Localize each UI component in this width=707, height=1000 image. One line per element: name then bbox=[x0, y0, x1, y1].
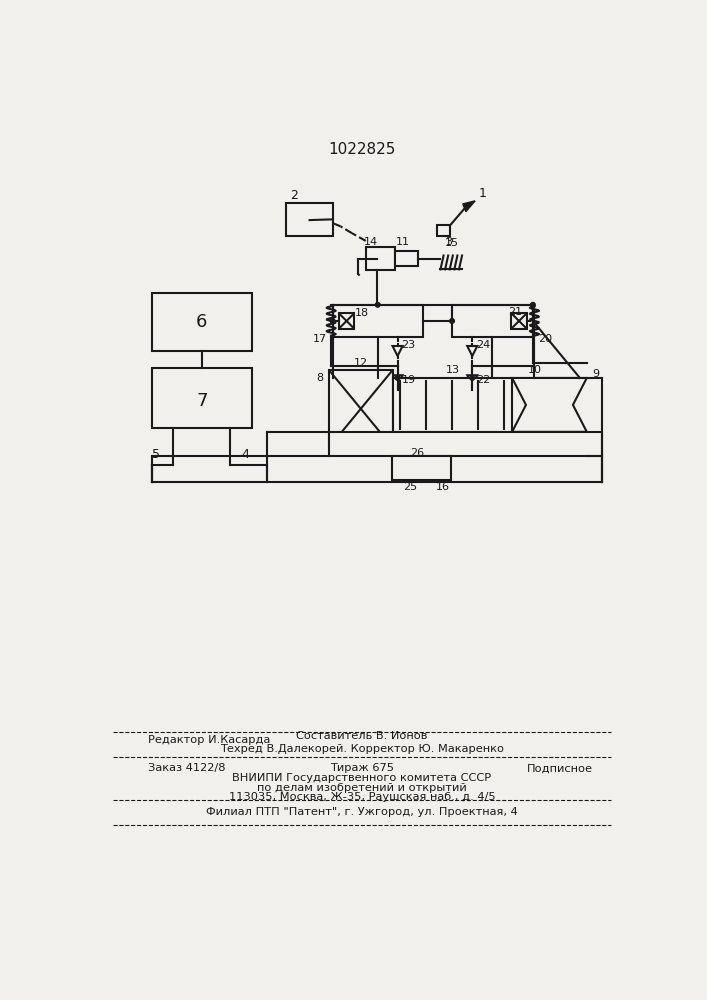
Bar bbox=[392, 456, 450, 480]
Text: 14: 14 bbox=[364, 237, 378, 247]
Text: 18: 18 bbox=[355, 308, 369, 318]
Bar bbox=[152, 368, 252, 428]
Text: Заказ 4122/8: Заказ 4122/8 bbox=[148, 763, 226, 773]
Text: 9: 9 bbox=[592, 369, 600, 379]
Text: 15: 15 bbox=[445, 238, 459, 248]
Text: 16: 16 bbox=[436, 482, 450, 492]
Text: по делам изобретений и открытий: по делам изобретений и открытий bbox=[257, 783, 467, 793]
Text: 21: 21 bbox=[508, 307, 522, 317]
Text: 24: 24 bbox=[476, 340, 490, 350]
Text: 12: 12 bbox=[354, 358, 368, 368]
Text: 13: 13 bbox=[445, 365, 460, 375]
Polygon shape bbox=[404, 460, 419, 476]
Text: 20: 20 bbox=[538, 334, 552, 344]
Bar bbox=[395, 251, 418, 266]
Text: Филиал ПТП "Патент", г. Ужгород, ул. Проектная, 4: Филиал ПТП "Патент", г. Ужгород, ул. Про… bbox=[206, 807, 518, 817]
Polygon shape bbox=[512, 378, 587, 432]
Bar bbox=[286, 203, 333, 235]
Text: 113035, Москва, Ж-35, Раушская наб., д. 4/5: 113035, Москва, Ж-35, Раушская наб., д. … bbox=[228, 792, 496, 802]
Text: 8: 8 bbox=[316, 373, 323, 383]
Text: 19: 19 bbox=[402, 375, 416, 385]
Bar bbox=[366, 247, 395, 270]
Circle shape bbox=[395, 376, 400, 380]
Polygon shape bbox=[423, 460, 439, 476]
Bar bbox=[333, 305, 423, 337]
Polygon shape bbox=[392, 375, 402, 385]
Text: Тираж 675: Тираж 675 bbox=[330, 763, 394, 773]
Text: 7: 7 bbox=[196, 392, 208, 410]
Polygon shape bbox=[467, 346, 477, 356]
Text: 11: 11 bbox=[396, 237, 410, 247]
Text: 3: 3 bbox=[445, 237, 452, 247]
Bar bbox=[452, 305, 533, 337]
Bar bbox=[393, 378, 512, 432]
Text: 1022825: 1022825 bbox=[328, 142, 396, 157]
Text: Техред В.Далекорей. Корректор Ю. Макаренко: Техред В.Далекорей. Корректор Ю. Макарен… bbox=[220, 744, 504, 754]
Bar bbox=[329, 370, 393, 447]
Text: 10: 10 bbox=[527, 365, 542, 375]
Text: 2: 2 bbox=[291, 189, 298, 202]
Text: 26: 26 bbox=[410, 448, 424, 458]
Circle shape bbox=[470, 376, 474, 380]
Text: Подписное: Подписное bbox=[527, 763, 593, 773]
Circle shape bbox=[375, 302, 380, 307]
Text: ВНИИПИ Государственного комитета СССР: ВНИИПИ Государственного комитета СССР bbox=[233, 773, 491, 783]
Text: 23: 23 bbox=[402, 340, 416, 350]
Text: Редактор И.Касарда: Редактор И.Касарда bbox=[148, 735, 270, 745]
Polygon shape bbox=[463, 201, 475, 212]
Text: 25: 25 bbox=[402, 482, 416, 492]
Text: 1: 1 bbox=[479, 187, 487, 200]
Text: 5: 5 bbox=[153, 448, 160, 461]
Polygon shape bbox=[467, 375, 477, 385]
Text: 22: 22 bbox=[476, 375, 490, 385]
Bar bbox=[438, 225, 450, 235]
Bar bbox=[329, 432, 602, 456]
Circle shape bbox=[450, 319, 455, 323]
Text: 6: 6 bbox=[196, 313, 207, 331]
Text: Составитель В. Ионов: Составитель В. Ионов bbox=[296, 731, 428, 741]
Polygon shape bbox=[392, 346, 402, 356]
Bar bbox=[152, 293, 252, 351]
Text: 17: 17 bbox=[313, 334, 327, 344]
Text: 4: 4 bbox=[242, 448, 250, 461]
Circle shape bbox=[530, 302, 535, 307]
Circle shape bbox=[330, 319, 335, 323]
Bar bbox=[339, 313, 354, 329]
Bar bbox=[511, 313, 527, 329]
